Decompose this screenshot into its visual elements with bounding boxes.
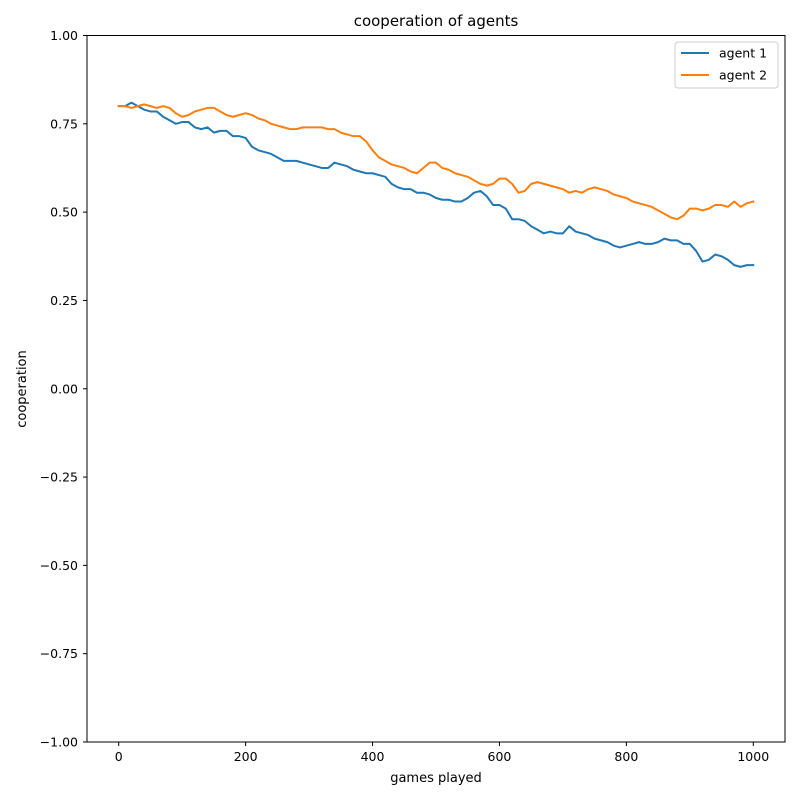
- y-axis-label: cooperation: [15, 350, 30, 428]
- legend-label-agent-2: agent 2: [719, 68, 767, 83]
- y-tick-label: 1.00: [50, 28, 78, 43]
- x-tick-label: 400: [361, 749, 385, 764]
- y-tick-label: −0.25: [40, 470, 78, 485]
- chart-title: cooperation of agents: [354, 12, 519, 30]
- y-tick-label: −0.75: [40, 646, 78, 661]
- y-axis-ticks: −1.00 −0.75 −0.50 −0.25 0.00 0.25 0.50 0.75 1.00: [40, 28, 87, 750]
- y-tick-label: 0.00: [50, 381, 78, 396]
- x-tick-label: 600: [488, 749, 512, 764]
- plot-frame: [86, 35, 786, 743]
- x-axis-ticks: 0 200 400 600 800 1000: [115, 742, 769, 764]
- series-line-agent-2: [117, 103, 755, 221]
- x-tick-label: 1000: [737, 749, 769, 764]
- y-tick-label: −1.00: [40, 735, 78, 750]
- y-tick-label: 0.25: [50, 293, 78, 308]
- y-tick-label: 0.50: [50, 205, 78, 220]
- legend: agent 1 agent 2: [674, 41, 779, 89]
- x-tick-label: 800: [614, 749, 638, 764]
- legend-label-agent-1: agent 1: [719, 46, 767, 61]
- x-tick-label: 200: [234, 749, 258, 764]
- x-tick-label: 0: [115, 749, 123, 764]
- series-layer: [117, 101, 755, 268]
- y-tick-label: −0.50: [40, 558, 78, 573]
- series-line-agent-1: [117, 101, 755, 268]
- y-tick-label: 0.75: [50, 116, 78, 131]
- x-axis-label: games played: [390, 771, 482, 786]
